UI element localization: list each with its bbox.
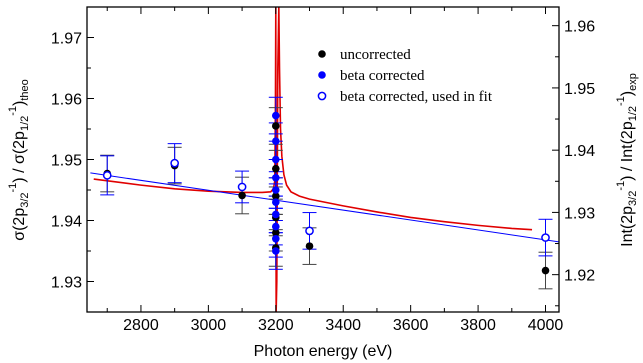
y-axis-left: 1.93 1.94 1.95 1.96 1.97 [51,31,94,292]
beta-corrected-point [272,155,280,164]
x-tick-label: 3400 [325,317,361,334]
y-left-tick-label: 1.96 [51,92,82,109]
y-axis-right: 1.92 1.93 1.94 1.95 1.96 [552,19,595,307]
y-left-tick-label: 1.97 [51,31,82,48]
uncorrected-point [272,164,280,173]
beta-corrected-fit-point [237,182,247,192]
beta-corrected-point [272,247,280,255]
beta-corrected-fit-point [102,171,112,180]
legend-label: beta corrected [340,68,425,84]
beta-corrected-fit-point [170,158,180,168]
uncorrected-point [238,191,246,200]
beta-corrected-point [272,186,280,194]
y-right-tick-label: 1.92 [564,268,595,285]
uncorrected-point [272,122,280,130]
y-left-tick-label: 1.93 [51,275,82,292]
legend-marker [318,50,326,58]
fit-line [90,172,559,243]
x-tick-label: 2800 [123,317,159,334]
x-tick-label: 3800 [460,317,496,334]
beta-corrected-fit-point [305,226,314,236]
beta-corrected-point [272,210,280,219]
y-right-tick-label: 1.94 [564,143,595,160]
theory-curve [93,7,533,312]
y-right-tick-label: 1.95 [564,81,595,98]
x-tick-label: 3000 [191,317,227,334]
x-tick-label: 3600 [393,317,429,334]
legend-label: beta corrected, used in fit [340,89,493,105]
uncorrected-point [272,228,280,237]
y-axis-left-title: σ(2p3/2-1) / σ(2p1/2-1)theo [7,79,31,241]
plot-area [90,7,559,312]
data-points [100,96,553,290]
y-left-tick-label: 1.95 [51,153,82,170]
legend: uncorrected beta corrected beta corrected,… [317,47,493,105]
x-tick-label: 4000 [528,317,564,334]
x-axis-title: Photon energy (eV) [254,343,393,360]
y-axis-right-title: Int(2p3/2-1) / Int(2p1/2-1)exp [615,73,639,247]
legend-marker [318,71,326,79]
beta-corrected-point [272,198,280,206]
beta-corrected-point [272,111,280,120]
uncorrected-point [541,266,550,275]
beta-corrected-fit-point [541,233,550,242]
y-right-tick-label: 1.93 [564,205,595,222]
beta-corrected-point [272,222,280,231]
y-left-tick-label: 1.94 [51,214,82,231]
beta-corrected-point [272,174,280,182]
beta-corrected-point [272,235,280,243]
beta-corrected-point [272,137,280,145]
x-axis: 2800 3000 3200 3400 3600 3800 4000 [106,7,564,334]
y-right-tick-label: 1.96 [564,19,595,36]
uncorrected-point [305,242,314,250]
legend-marker [317,91,327,101]
uncorrected-point [272,192,280,200]
legend-label: uncorrected [340,47,411,63]
x-tick-label: 3200 [258,317,294,334]
